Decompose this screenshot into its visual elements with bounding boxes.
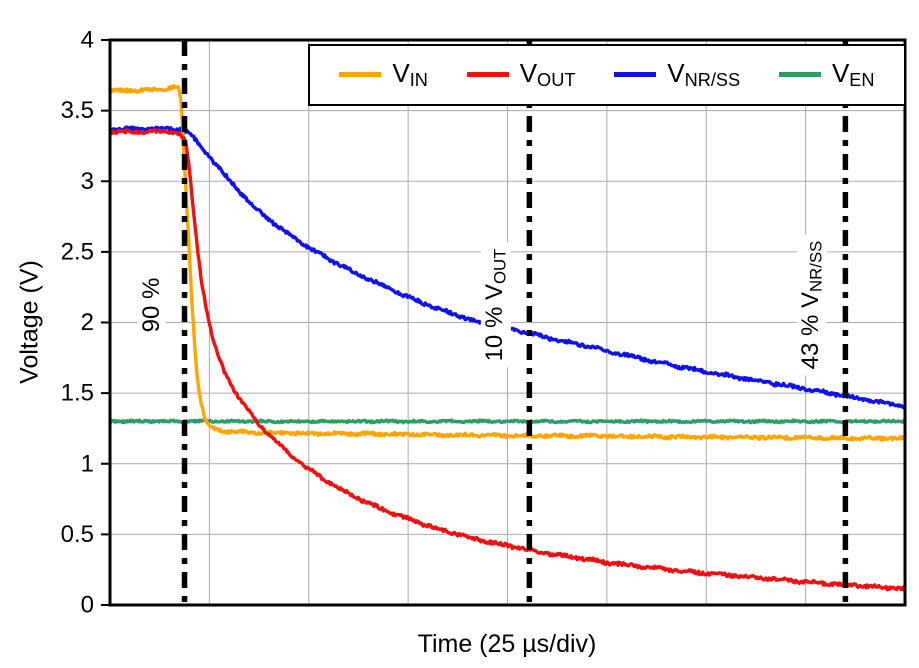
legend-label-ven: VEN [831,58,875,91]
legend-swatch-vout [466,72,509,78]
legend-item-vnrss: VNR/SS [614,60,740,89]
chart-legend: VIN VOUT VNR/SS VEN [308,44,906,106]
legend-swatch-vin [339,72,382,78]
y-tick-label: 2.5 [61,238,94,265]
legend-label-subscript-vout: OUT [537,70,576,91]
y-tick-label: 3 [81,168,94,195]
series-vout-curve [110,128,905,592]
y-tick-label: 1.5 [61,380,94,407]
series-vin-curve [110,84,905,442]
y-tick-label: 1 [81,450,94,477]
x-axis-title: Time (25 µs/div) [417,630,597,658]
legend-swatch-ven [778,72,821,78]
legend-item-vout: VOUT [466,58,576,91]
legend-swatch-vnrss [614,72,657,78]
legend-label-vin: VIN [392,58,428,91]
legend-label-vnrss: VNR/SS [667,58,741,91]
legend-label-subscript-ven: EN [849,70,875,91]
y-axis-title: Voltage (V) [15,260,44,384]
legend-label-subscript-vnrss: NR/SS [684,70,741,91]
y-tick-label: 2 [81,309,94,336]
curves-group [110,84,905,592]
legend-item-ven: VEN [778,58,875,91]
legend-label-subscript-vin: IN [409,70,428,91]
series-ven-curve [110,418,905,425]
y-tick-label: 4 [81,27,94,54]
y-tick-label: 3.5 [61,97,94,124]
y-tick-label: 0 [81,592,94,619]
legend-label-vout: VOUT [519,58,576,91]
y-tick-label: 0.5 [61,521,94,548]
legend-item-vin: VIN [339,60,428,89]
